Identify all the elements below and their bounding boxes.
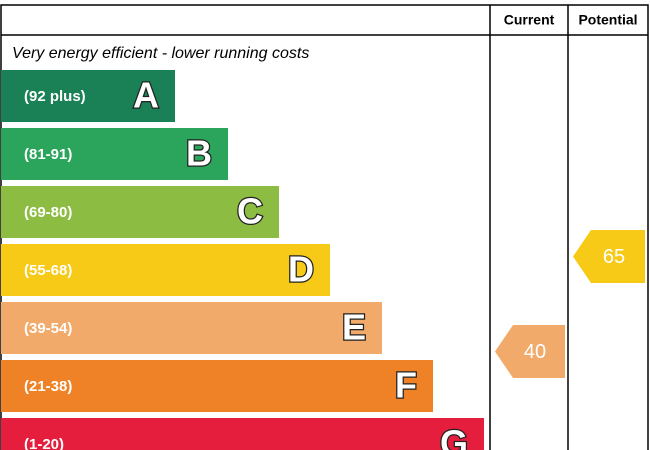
band-bar bbox=[1, 186, 279, 238]
band-range: (69-80) bbox=[24, 204, 72, 221]
band-range: (1-20) bbox=[24, 436, 64, 450]
band-range: (39-54) bbox=[24, 320, 72, 337]
potential-arrow bbox=[573, 230, 645, 283]
current-header: Current bbox=[504, 12, 555, 28]
band-letter: C bbox=[237, 191, 263, 232]
current-arrow bbox=[495, 325, 565, 378]
band-bar bbox=[1, 418, 484, 450]
band-bar bbox=[1, 360, 433, 412]
band-letter: F bbox=[395, 365, 417, 406]
band-bar bbox=[1, 244, 330, 296]
current-score: 40 bbox=[524, 341, 546, 363]
band-range: (55-68) bbox=[24, 262, 72, 279]
band-bar bbox=[1, 302, 382, 354]
band-letter: E bbox=[342, 307, 366, 348]
band-range: (81-91) bbox=[24, 146, 72, 163]
band-letter: G bbox=[440, 423, 468, 450]
band-range: (21-38) bbox=[24, 378, 72, 395]
caption: Very energy efficient - lower running co… bbox=[12, 45, 309, 62]
band-bar bbox=[1, 70, 175, 122]
band-bar bbox=[1, 128, 228, 180]
band-range: (92 plus) bbox=[24, 88, 86, 105]
band-letter: A bbox=[133, 75, 159, 116]
potential-score: 65 bbox=[603, 246, 625, 268]
band-letter: B bbox=[186, 133, 212, 174]
potential-header: Potential bbox=[578, 12, 637, 28]
band-letter: D bbox=[288, 249, 314, 290]
